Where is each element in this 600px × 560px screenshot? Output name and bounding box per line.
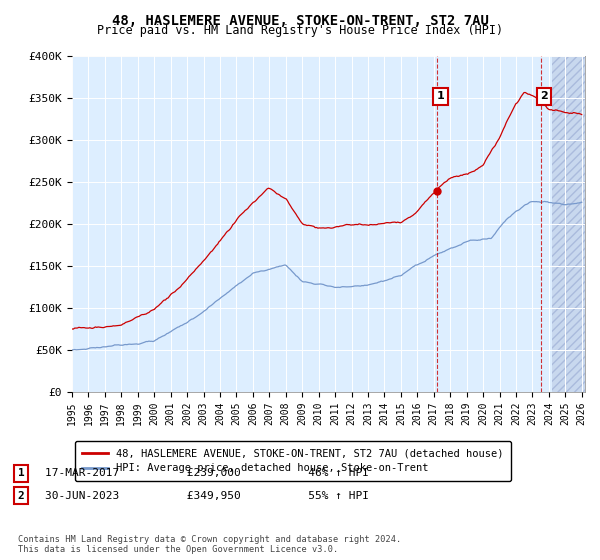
Text: 48, HASLEMERE AVENUE, STOKE-ON-TRENT, ST2 7AU: 48, HASLEMERE AVENUE, STOKE-ON-TRENT, ST…: [112, 14, 488, 28]
Text: 1: 1: [17, 468, 25, 478]
Text: 17-MAR-2017          £239,000          46% ↑ HPI: 17-MAR-2017 £239,000 46% ↑ HPI: [45, 468, 369, 478]
Bar: [551, 56, 585, 392]
Text: 2: 2: [17, 491, 25, 501]
Text: 1: 1: [437, 91, 445, 101]
Text: Price paid vs. HM Land Registry's House Price Index (HPI): Price paid vs. HM Land Registry's House …: [97, 24, 503, 36]
Legend: 48, HASLEMERE AVENUE, STOKE-ON-TRENT, ST2 7AU (detached house), HPI: Average pri: 48, HASLEMERE AVENUE, STOKE-ON-TRENT, ST…: [74, 441, 511, 480]
Text: 30-JUN-2023          £349,950          55% ↑ HPI: 30-JUN-2023 £349,950 55% ↑ HPI: [45, 491, 369, 501]
Text: Contains HM Land Registry data © Crown copyright and database right 2024.
This d: Contains HM Land Registry data © Crown c…: [18, 535, 401, 554]
Text: 2: 2: [540, 91, 548, 101]
